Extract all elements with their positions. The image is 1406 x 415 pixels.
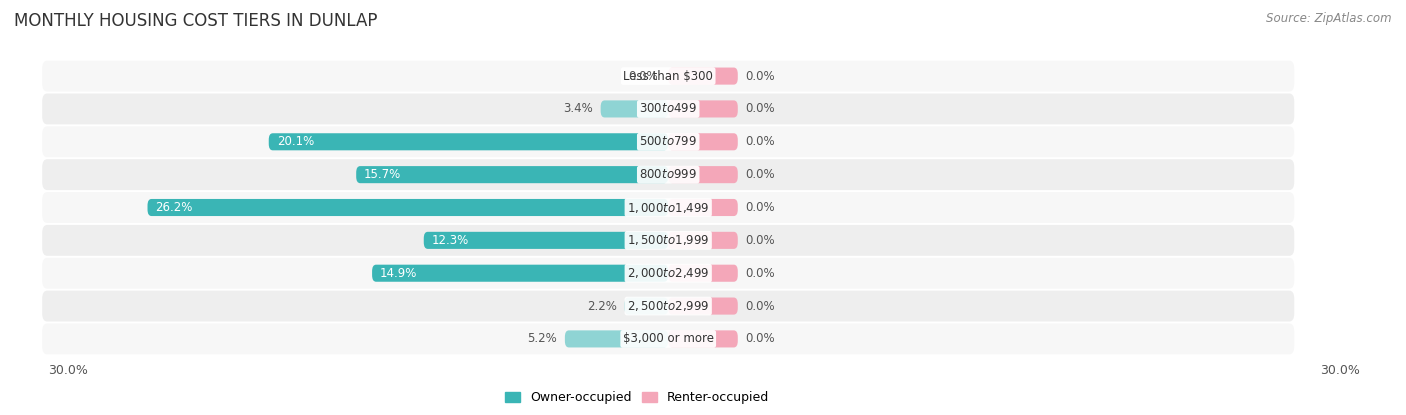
Text: 0.0%: 0.0%: [745, 332, 775, 345]
Text: 0.0%: 0.0%: [745, 300, 775, 312]
FancyBboxPatch shape: [42, 225, 1295, 256]
FancyBboxPatch shape: [668, 298, 738, 315]
Text: 0.0%: 0.0%: [628, 70, 658, 83]
Text: 0.0%: 0.0%: [745, 267, 775, 280]
FancyBboxPatch shape: [565, 330, 668, 347]
Text: $3,000 or more: $3,000 or more: [623, 332, 714, 345]
Text: $500 to $799: $500 to $799: [640, 135, 697, 148]
FancyBboxPatch shape: [42, 258, 1295, 289]
Text: Source: ZipAtlas.com: Source: ZipAtlas.com: [1267, 12, 1392, 25]
Text: $1,000 to $1,499: $1,000 to $1,499: [627, 200, 710, 215]
FancyBboxPatch shape: [42, 323, 1295, 354]
Text: 12.3%: 12.3%: [432, 234, 470, 247]
FancyBboxPatch shape: [42, 290, 1295, 322]
Text: 20.1%: 20.1%: [277, 135, 314, 148]
Text: MONTHLY HOUSING COST TIERS IN DUNLAP: MONTHLY HOUSING COST TIERS IN DUNLAP: [14, 12, 378, 30]
FancyBboxPatch shape: [423, 232, 668, 249]
Text: 30.0%: 30.0%: [48, 364, 89, 376]
Text: 0.0%: 0.0%: [745, 70, 775, 83]
FancyBboxPatch shape: [356, 166, 668, 183]
Text: $300 to $499: $300 to $499: [640, 103, 697, 115]
Text: 2.2%: 2.2%: [586, 300, 617, 312]
FancyBboxPatch shape: [600, 100, 668, 117]
FancyBboxPatch shape: [269, 133, 668, 150]
FancyBboxPatch shape: [42, 126, 1295, 157]
Text: $2,000 to $2,499: $2,000 to $2,499: [627, 266, 710, 280]
FancyBboxPatch shape: [42, 93, 1295, 124]
FancyBboxPatch shape: [668, 232, 738, 249]
FancyBboxPatch shape: [668, 166, 738, 183]
Text: 14.9%: 14.9%: [380, 267, 418, 280]
Text: 30.0%: 30.0%: [1320, 364, 1360, 376]
FancyBboxPatch shape: [668, 68, 738, 85]
Text: 0.0%: 0.0%: [745, 201, 775, 214]
Text: $800 to $999: $800 to $999: [640, 168, 697, 181]
FancyBboxPatch shape: [668, 330, 738, 347]
Text: $2,500 to $2,999: $2,500 to $2,999: [627, 299, 710, 313]
Text: 0.0%: 0.0%: [745, 103, 775, 115]
Text: 5.2%: 5.2%: [527, 332, 557, 345]
FancyBboxPatch shape: [148, 199, 668, 216]
FancyBboxPatch shape: [668, 133, 738, 150]
Text: 0.0%: 0.0%: [745, 234, 775, 247]
FancyBboxPatch shape: [42, 192, 1295, 223]
FancyBboxPatch shape: [373, 265, 668, 282]
FancyBboxPatch shape: [42, 61, 1295, 92]
Text: 0.0%: 0.0%: [745, 135, 775, 148]
Text: 3.4%: 3.4%: [562, 103, 593, 115]
FancyBboxPatch shape: [624, 298, 668, 315]
Text: 0.0%: 0.0%: [745, 168, 775, 181]
FancyBboxPatch shape: [668, 265, 738, 282]
FancyBboxPatch shape: [42, 159, 1295, 190]
Text: $1,500 to $1,999: $1,500 to $1,999: [627, 233, 710, 247]
Legend: Owner-occupied, Renter-occupied: Owner-occupied, Renter-occupied: [501, 386, 773, 410]
Text: 15.7%: 15.7%: [364, 168, 401, 181]
FancyBboxPatch shape: [668, 199, 738, 216]
FancyBboxPatch shape: [668, 100, 738, 117]
Text: 26.2%: 26.2%: [156, 201, 193, 214]
Text: Less than $300: Less than $300: [623, 70, 713, 83]
